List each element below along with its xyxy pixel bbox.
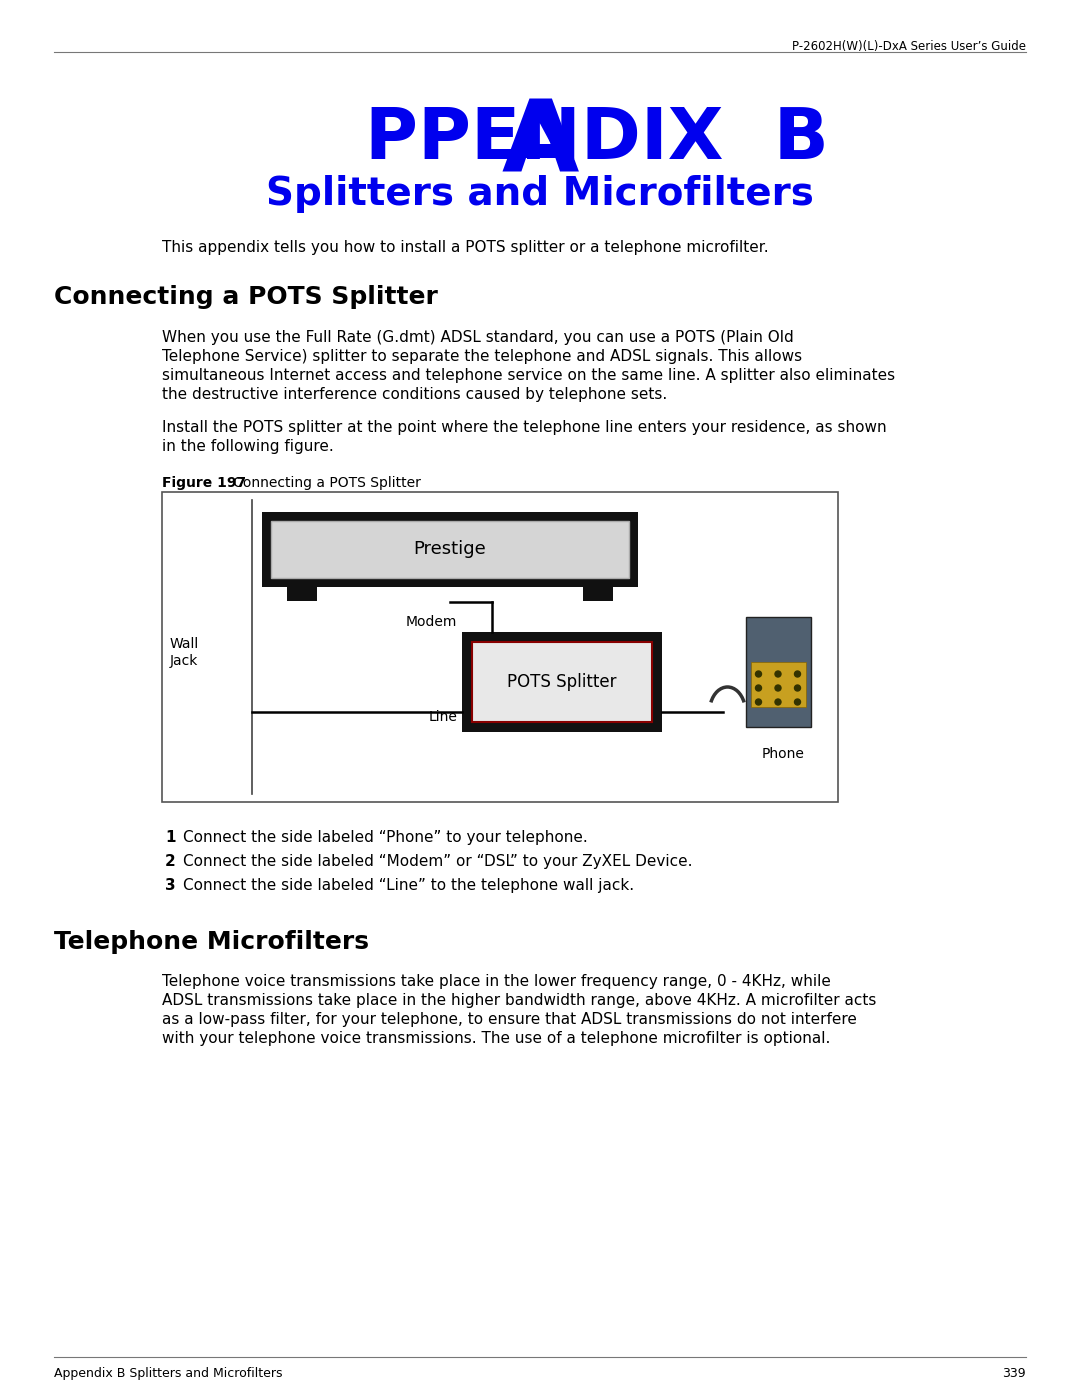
Text: Telephone Service) splitter to separate the telephone and ADSL signals. This all: Telephone Service) splitter to separate … xyxy=(162,349,802,365)
Text: Install the POTS splitter at the point where the telephone line enters your resi: Install the POTS splitter at the point w… xyxy=(162,420,887,434)
Text: When you use the Full Rate (G.dmt) ADSL standard, you can use a POTS (Plain Old: When you use the Full Rate (G.dmt) ADSL … xyxy=(162,330,794,345)
Text: Connecting a POTS Splitter: Connecting a POTS Splitter xyxy=(220,476,421,490)
Text: A: A xyxy=(501,95,579,191)
Circle shape xyxy=(756,698,761,705)
Text: Splitters and Microfilters: Splitters and Microfilters xyxy=(266,175,814,212)
Circle shape xyxy=(775,698,781,705)
Text: Connecting a POTS Splitter: Connecting a POTS Splitter xyxy=(54,285,437,309)
Bar xyxy=(472,643,652,722)
Text: 339: 339 xyxy=(1002,1368,1026,1380)
Text: the destructive interference conditions caused by telephone sets.: the destructive interference conditions … xyxy=(162,387,667,402)
Bar xyxy=(583,587,613,601)
Text: Wall
Jack: Wall Jack xyxy=(170,637,199,668)
Text: Telephone Microfilters: Telephone Microfilters xyxy=(54,930,369,954)
Bar xyxy=(745,617,810,726)
Circle shape xyxy=(756,671,761,678)
Text: 1: 1 xyxy=(165,830,175,845)
Text: as a low-pass filter, for your telephone, to ensure that ADSL transmissions do n: as a low-pass filter, for your telephone… xyxy=(162,1011,856,1027)
Text: POTS Splitter: POTS Splitter xyxy=(508,673,617,692)
Circle shape xyxy=(775,671,781,678)
Bar xyxy=(271,521,629,578)
Text: Connect the side labeled “Phone” to your telephone.: Connect the side labeled “Phone” to your… xyxy=(183,830,588,845)
Circle shape xyxy=(795,698,800,705)
Text: ADSL transmissions take place in the higher bandwidth range, above 4KHz. A micro: ADSL transmissions take place in the hig… xyxy=(162,993,876,1009)
Circle shape xyxy=(795,685,800,692)
Circle shape xyxy=(775,685,781,692)
Text: with your telephone voice transmissions. The use of a telephone microfilter is o: with your telephone voice transmissions.… xyxy=(162,1031,831,1046)
Text: 2: 2 xyxy=(165,854,176,869)
Text: Prestige: Prestige xyxy=(414,541,486,559)
Text: Connect the side labeled “Line” to the telephone wall jack.: Connect the side labeled “Line” to the t… xyxy=(183,877,634,893)
Text: This appendix tells you how to install a POTS splitter or a telephone microfilte: This appendix tells you how to install a… xyxy=(162,240,769,256)
Text: simultaneous Internet access and telephone service on the same line. A splitter : simultaneous Internet access and telepho… xyxy=(162,367,895,383)
Text: P-2602H(W)(L)-DxA Series User’s Guide: P-2602H(W)(L)-DxA Series User’s Guide xyxy=(792,41,1026,53)
Bar xyxy=(462,631,662,732)
Text: Telephone voice transmissions take place in the lower frequency range, 0 - 4KHz,: Telephone voice transmissions take place… xyxy=(162,974,831,989)
Bar xyxy=(287,587,318,601)
Text: Appendix B Splitters and Microfilters: Appendix B Splitters and Microfilters xyxy=(54,1368,283,1380)
Bar xyxy=(751,662,806,707)
Text: Phone: Phone xyxy=(761,747,805,761)
Text: Line: Line xyxy=(428,710,457,724)
Bar xyxy=(262,511,638,587)
Text: PPENDIX  B: PPENDIX B xyxy=(365,105,828,175)
Circle shape xyxy=(756,685,761,692)
Text: 3: 3 xyxy=(165,877,176,893)
Text: Connect the side labeled “Modem” or “DSL” to your ZyXEL Device.: Connect the side labeled “Modem” or “DSL… xyxy=(183,854,692,869)
Bar xyxy=(162,492,838,802)
Text: Modem: Modem xyxy=(406,615,457,629)
Circle shape xyxy=(795,671,800,678)
Text: Figure 197: Figure 197 xyxy=(162,476,246,490)
Text: in the following figure.: in the following figure. xyxy=(162,439,334,454)
